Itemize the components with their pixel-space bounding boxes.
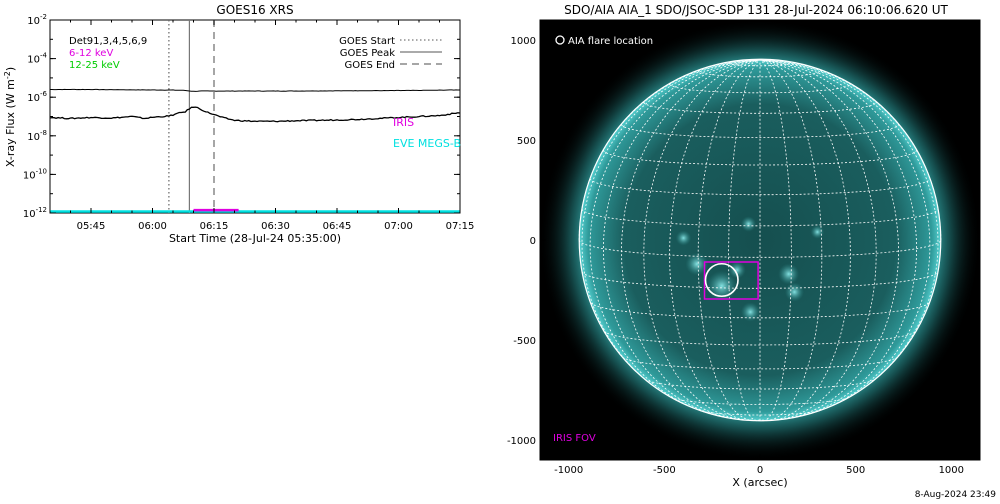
- image-x-tick-label: 1000: [939, 465, 964, 476]
- iris-fov-label: IRIS FOV: [553, 433, 596, 444]
- longitude-line: [581, 59, 761, 398]
- image-x-tick-label: -500: [653, 465, 676, 476]
- chart-title: GOES16 XRS: [216, 3, 293, 17]
- y-axis-label-text: X-ray Flux (W m: [4, 79, 17, 167]
- flare-markers: [703, 261, 759, 300]
- flare-location-circle: [704, 262, 739, 298]
- active-region-glow: [675, 230, 692, 246]
- longitude-line: [669, 59, 761, 421]
- active-region-glow: [685, 252, 709, 276]
- x-tick-label: 05:45: [77, 221, 106, 232]
- y-axis-label-exp: -2: [3, 71, 12, 79]
- limb-circle: [578, 58, 942, 422]
- longitude-line: [759, 59, 877, 421]
- image-x-tick-label: 0: [757, 465, 763, 476]
- y-axis-label-close: ): [4, 67, 17, 71]
- flux-series-line-2: [49, 106, 461, 123]
- image-y-tick-label: 500: [517, 136, 536, 147]
- legend-channel-label: Det91,3,4,5,6,9: [69, 36, 147, 47]
- timestamp: 8-Aug-2024 23:49: [915, 490, 997, 500]
- legend-channel-label: 6-12 keV: [69, 48, 113, 59]
- flare-legend-icon: [555, 35, 565, 45]
- plot-frame: [49, 19, 461, 214]
- y-tick-label: 10-8: [27, 129, 47, 143]
- y-tick-label: 10-6: [27, 90, 47, 104]
- image-y-tick-label: 1000: [511, 36, 536, 47]
- legend-event-label: GOES Start: [339, 36, 395, 47]
- longitude-line: [759, 59, 918, 419]
- x-tick-label: 06:30: [261, 221, 290, 232]
- y-tick-label: 10-4: [27, 52, 47, 66]
- longitude-line: [759, 59, 851, 421]
- eve-annotation: EVE MEGS-B: [393, 137, 461, 150]
- x-axis-label: Start Time (28-Jul-24 05:35:00): [169, 232, 341, 245]
- active-region-glow: [740, 216, 757, 232]
- image-x-ticks: -1000 -500 0 500 1000: [554, 454, 964, 476]
- image-y-tick-label: -1000: [507, 436, 536, 447]
- image-title: SDO/AIA AIA_1 SDO/JSOC-SDP 131 28-Jul-20…: [564, 3, 948, 17]
- longitude-line: [589, 59, 761, 415]
- x-tick-label: 07:15: [446, 221, 475, 232]
- goes-xrs-chart: GOES16 XRS 05:45 06:00 06:15 06:30 06:45 07:0…: [3, 3, 474, 245]
- x-tick-label: 06:15: [200, 221, 229, 232]
- image-x-tick-label: -1000: [554, 465, 583, 476]
- latitude-line: [578, 239, 942, 258]
- x-tick-label: 06:00: [138, 221, 167, 232]
- y-tick-label: 10-12: [23, 206, 47, 220]
- image-y-ticks: 1000 500 0 -500 -1000: [507, 36, 546, 447]
- image-y-tick-label: 0: [530, 236, 536, 247]
- longitude-line: [759, 59, 939, 398]
- latitude-line: [622, 356, 898, 370]
- x-axis-ticks: 05:45 06:00 06:15 06:30 06:45 07:00 07:15: [49, 20, 475, 232]
- active-region-glow: [778, 263, 800, 285]
- x-tick-label: 06:45: [323, 221, 352, 232]
- flare-legend-label: AIA flare location: [568, 36, 653, 47]
- y-axis-ticks: 10-2 10-4 10-6 10-8 10-10 10-12: [23, 13, 460, 220]
- longitude-line: [643, 59, 761, 421]
- latitude-line: [581, 208, 939, 227]
- longitude-line: [621, 59, 761, 420]
- longitude-line: [728, 59, 761, 422]
- flux-series-line-1: [50, 88, 460, 92]
- active-region-glow: [740, 302, 760, 322]
- image-y-tick-label: -500: [513, 336, 536, 347]
- longitude-line: [602, 59, 761, 419]
- longitude-line: [697, 59, 761, 422]
- iris-annotation: IRIS: [393, 116, 414, 129]
- y-tick-label: 10-10: [23, 167, 47, 181]
- latitude-line: [700, 410, 820, 416]
- active-region-glow: [784, 282, 804, 302]
- active-region-glow: [810, 225, 825, 239]
- active-region-glow: [728, 261, 746, 279]
- latitude-line: [589, 178, 931, 196]
- latitude-line: [644, 379, 876, 390]
- longitude-line: [759, 59, 792, 422]
- x-tick-label: 07:00: [384, 221, 413, 232]
- aia-image-panel: SDO/AIA AIA_1 SDO/JSOC-SDP 131 28-Jul-20…: [507, 3, 981, 489]
- legend-event-label: GOES Peak: [340, 48, 395, 59]
- image-x-tick-label: 500: [846, 465, 865, 476]
- latitude-line: [603, 330, 917, 346]
- legend-channel-label: 12-25 keV: [69, 60, 120, 71]
- y-axis-label: X-ray Flux (W m-2): [3, 67, 17, 167]
- longitude-line: [759, 59, 931, 415]
- longitude-line: [759, 59, 823, 422]
- iris-fov-box: [703, 261, 759, 300]
- longitude-line: [759, 59, 899, 420]
- heliographic-grid: [578, 58, 942, 422]
- latitude-line: [643, 102, 877, 114]
- y-tick-label: 10-2: [27, 13, 47, 27]
- image-x-label: X (arcsec): [732, 476, 787, 489]
- legend-event-label: GOES End: [345, 60, 395, 71]
